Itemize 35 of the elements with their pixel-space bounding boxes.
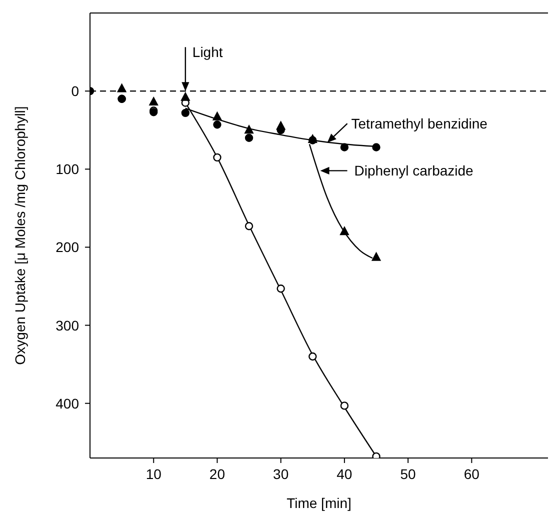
y-tick-label: 0 (71, 83, 80, 100)
point (117, 84, 126, 92)
point (212, 112, 222, 120)
annotation: Light (192, 44, 223, 60)
point (244, 222, 254, 230)
point (149, 97, 158, 106)
point (181, 108, 190, 118)
y-tick-label: 200 (56, 239, 80, 256)
x-tick-label: 50 (400, 466, 416, 482)
y-axis-title: Oxygen Uptake [μ Moles /mg Chlorophyll] (12, 106, 28, 365)
x-axis-title: Time [min] (286, 495, 352, 511)
point (372, 143, 380, 152)
point (213, 120, 222, 129)
point (372, 252, 381, 261)
x-tick-label: 30 (273, 466, 289, 482)
y-tick-label: 100 (56, 161, 80, 178)
point (244, 125, 254, 134)
point (340, 143, 349, 152)
point (244, 134, 254, 142)
x-tick-label: 60 (464, 466, 480, 482)
point (340, 226, 349, 236)
annotation: Diphenyl carbazide (354, 162, 474, 179)
annotation: Tetramethyl benzidine (351, 116, 488, 132)
y-tick-label: 300 (56, 317, 80, 334)
point (213, 153, 222, 162)
point (340, 402, 349, 410)
point (308, 352, 317, 361)
point (372, 452, 380, 458)
point (276, 121, 286, 130)
y-tick-label: 400 (56, 395, 80, 412)
x-tick-label: 20 (209, 466, 226, 482)
x-tick-label: 10 (146, 466, 162, 482)
point (276, 284, 285, 293)
x-tick-label: 40 (336, 466, 352, 482)
point (180, 92, 190, 101)
